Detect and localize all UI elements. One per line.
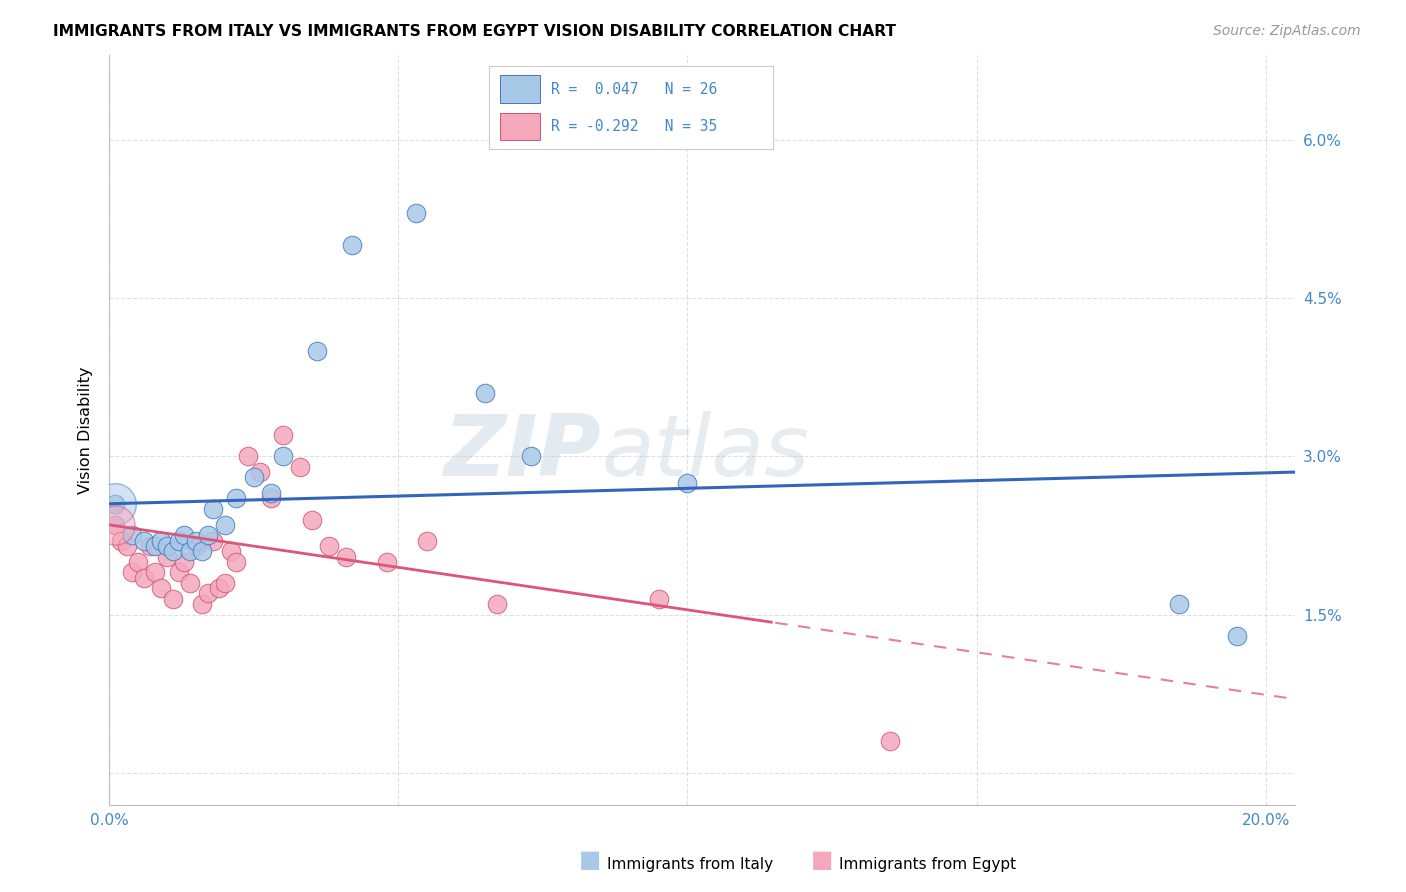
Point bbox=[375, 555, 398, 569]
Point bbox=[104, 497, 127, 511]
Point bbox=[145, 566, 167, 580]
Point bbox=[104, 517, 127, 532]
Point bbox=[520, 450, 543, 464]
Point bbox=[485, 597, 508, 611]
Point bbox=[150, 581, 173, 595]
Point bbox=[167, 566, 190, 580]
Point bbox=[132, 571, 155, 585]
Point bbox=[879, 734, 901, 748]
Point bbox=[271, 450, 294, 464]
Point bbox=[249, 465, 271, 479]
Point bbox=[173, 528, 195, 542]
Point bbox=[474, 386, 496, 401]
Point bbox=[260, 486, 283, 500]
Text: ■: ■ bbox=[811, 848, 834, 872]
Point bbox=[1168, 597, 1191, 611]
Point bbox=[121, 528, 143, 542]
Point bbox=[225, 491, 247, 506]
Point bbox=[260, 491, 283, 506]
Point bbox=[197, 528, 219, 542]
Point bbox=[288, 459, 311, 474]
Point bbox=[121, 566, 143, 580]
Point bbox=[110, 533, 132, 548]
Point bbox=[179, 544, 201, 558]
Point bbox=[1226, 629, 1249, 643]
Point bbox=[162, 544, 184, 558]
Point bbox=[184, 533, 207, 548]
Point bbox=[197, 586, 219, 600]
Point bbox=[145, 539, 167, 553]
Point bbox=[208, 581, 231, 595]
Text: IMMIGRANTS FROM ITALY VS IMMIGRANTS FROM EGYPT VISION DISABILITY CORRELATION CHA: IMMIGRANTS FROM ITALY VS IMMIGRANTS FROM… bbox=[53, 24, 897, 39]
Point bbox=[301, 513, 323, 527]
Point bbox=[676, 475, 699, 490]
Point bbox=[340, 238, 363, 252]
Point bbox=[335, 549, 357, 564]
Text: ZIP: ZIP bbox=[443, 411, 602, 494]
Point bbox=[138, 539, 160, 553]
Point bbox=[225, 555, 247, 569]
Point bbox=[156, 539, 179, 553]
Point bbox=[127, 555, 149, 569]
Point bbox=[202, 502, 225, 516]
Text: ■: ■ bbox=[579, 848, 602, 872]
Point bbox=[236, 450, 259, 464]
Text: Source: ZipAtlas.com: Source: ZipAtlas.com bbox=[1213, 24, 1361, 38]
Point bbox=[156, 549, 179, 564]
Point bbox=[647, 591, 669, 606]
Point bbox=[179, 576, 201, 591]
Point bbox=[271, 428, 294, 442]
Point bbox=[307, 343, 329, 358]
Point bbox=[167, 533, 190, 548]
Point bbox=[184, 539, 207, 553]
Point bbox=[416, 533, 439, 548]
Point bbox=[190, 544, 212, 558]
Point bbox=[115, 539, 138, 553]
Text: atlas: atlas bbox=[602, 411, 810, 494]
Point bbox=[190, 597, 212, 611]
Point bbox=[104, 517, 127, 532]
Point bbox=[104, 497, 127, 511]
Text: Immigrants from Italy: Immigrants from Italy bbox=[607, 857, 773, 872]
Point bbox=[318, 539, 340, 553]
Point bbox=[173, 555, 195, 569]
Point bbox=[405, 206, 427, 220]
Point bbox=[162, 591, 184, 606]
Point bbox=[202, 533, 225, 548]
Point bbox=[219, 544, 242, 558]
Point bbox=[243, 470, 266, 484]
Point bbox=[150, 533, 173, 548]
Text: Immigrants from Egypt: Immigrants from Egypt bbox=[839, 857, 1017, 872]
Point bbox=[132, 533, 155, 548]
Y-axis label: Vision Disability: Vision Disability bbox=[79, 366, 93, 493]
Point bbox=[214, 576, 236, 591]
Point bbox=[214, 517, 236, 532]
